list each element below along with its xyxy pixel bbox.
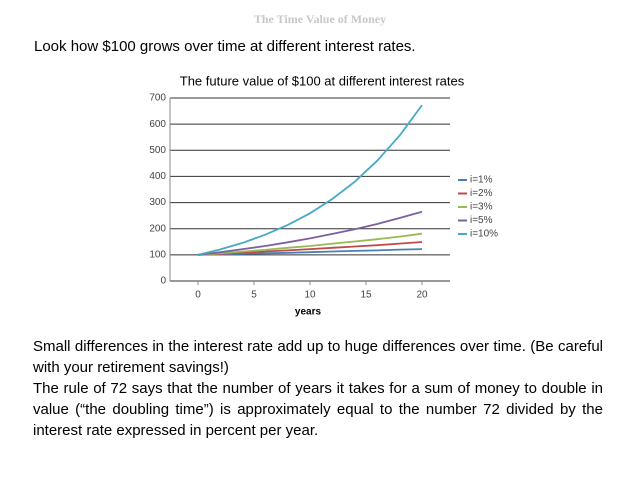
- y-tick-label: 200: [149, 223, 166, 234]
- intro-text: Look how $100 grows over time at differe…: [34, 38, 416, 55]
- y-tick-label: 300: [149, 197, 166, 208]
- legend-label: i=3%: [470, 202, 493, 213]
- y-tick-label: 400: [149, 171, 166, 182]
- legend-label: i=5%: [470, 215, 493, 226]
- slide-header: The Time Value of Money: [253, 12, 387, 26]
- series-line: [197, 210, 423, 256]
- x-tick-label: 10: [304, 290, 316, 301]
- x-tick-label: 0: [195, 290, 201, 301]
- y-tick-label: 700: [149, 93, 166, 104]
- y-tick-label: 0: [160, 276, 166, 287]
- x-axis-title: years: [295, 307, 322, 318]
- paragraph: The rule of 72 says that the number of y…: [33, 380, 603, 439]
- y-tick-label: 500: [149, 145, 166, 156]
- x-tick-label: 5: [251, 290, 257, 301]
- legend-label: i=1%: [470, 175, 493, 186]
- legend-label: i=2%: [470, 188, 493, 199]
- series-line: [197, 241, 423, 256]
- chart-title: The future value of $100 at different in…: [180, 73, 465, 88]
- series-line: [197, 104, 423, 256]
- x-tick-label: 20: [416, 290, 428, 301]
- y-tick-label: 600: [149, 119, 166, 130]
- body-text: Small differences in the interest rate a…: [33, 336, 603, 441]
- x-tick-label: 15: [360, 290, 372, 301]
- series-line: [197, 232, 423, 256]
- chart: The future value of $100 at different in…: [149, 73, 498, 318]
- legend-label: i=10%: [470, 229, 498, 240]
- paragraph: Small differences in the interest rate a…: [33, 338, 603, 376]
- y-tick-label: 100: [149, 249, 166, 260]
